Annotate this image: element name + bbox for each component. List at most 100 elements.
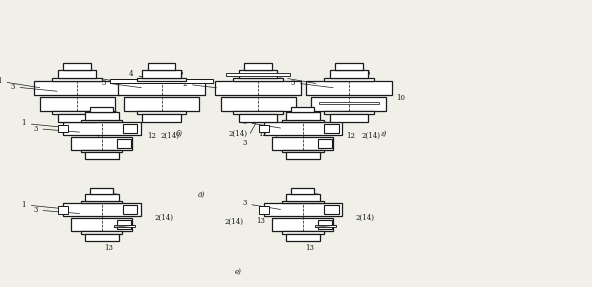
Text: 3: 3 xyxy=(243,122,257,147)
Text: 2(14): 2(14) xyxy=(362,132,381,140)
Bar xyxy=(81,150,123,152)
Bar xyxy=(330,70,368,78)
Bar xyxy=(335,63,363,70)
Text: 5: 5 xyxy=(305,106,310,115)
Text: 4: 4 xyxy=(129,70,159,81)
Bar xyxy=(117,139,131,148)
Bar xyxy=(311,97,387,111)
Bar xyxy=(58,70,96,78)
Bar xyxy=(259,125,269,132)
Text: 10: 10 xyxy=(396,94,406,102)
Text: 6: 6 xyxy=(178,69,182,77)
Bar xyxy=(148,63,175,70)
Bar xyxy=(52,111,102,114)
Text: 5: 5 xyxy=(359,65,363,73)
Bar xyxy=(286,113,320,119)
Text: 12: 12 xyxy=(147,132,156,140)
Text: 1: 1 xyxy=(21,201,60,209)
Bar xyxy=(124,97,199,111)
Bar xyxy=(81,119,123,122)
Text: 13: 13 xyxy=(305,245,314,253)
Bar xyxy=(34,81,120,95)
Text: 5: 5 xyxy=(171,65,176,73)
Bar xyxy=(239,114,277,122)
Bar xyxy=(318,139,332,148)
Text: 2(14): 2(14) xyxy=(229,130,247,138)
Bar xyxy=(81,201,123,203)
Text: 2(14): 2(14) xyxy=(155,214,173,222)
Bar xyxy=(221,97,295,111)
Bar xyxy=(324,205,339,214)
Bar xyxy=(291,188,314,194)
Text: 2(14): 2(14) xyxy=(225,218,244,226)
Text: 5: 5 xyxy=(104,188,109,196)
Text: 3: 3 xyxy=(242,118,281,128)
Bar xyxy=(123,205,137,214)
Bar xyxy=(142,114,181,122)
Text: 2: 2 xyxy=(182,80,217,88)
Bar xyxy=(324,124,339,133)
Text: 5: 5 xyxy=(305,188,310,196)
Text: 2(14): 2(14) xyxy=(160,132,179,140)
Bar xyxy=(58,114,96,122)
Text: 11: 11 xyxy=(150,114,159,122)
Text: 3: 3 xyxy=(242,199,281,210)
Text: б): б) xyxy=(176,129,183,137)
Bar xyxy=(71,137,133,150)
Text: 3: 3 xyxy=(101,79,141,88)
Text: 2: 2 xyxy=(91,73,128,84)
Bar xyxy=(85,194,118,201)
Text: е): е) xyxy=(235,268,242,276)
Text: 6: 6 xyxy=(313,110,318,118)
Text: 9: 9 xyxy=(272,70,276,78)
Bar xyxy=(57,206,68,214)
Bar xyxy=(318,220,332,229)
Text: 2: 2 xyxy=(278,73,316,84)
Bar xyxy=(85,234,118,241)
Bar xyxy=(319,102,379,104)
Text: 2(14): 2(14) xyxy=(356,214,375,222)
Text: 3: 3 xyxy=(10,83,57,91)
Bar xyxy=(90,188,114,194)
Bar xyxy=(264,122,342,135)
Bar xyxy=(291,107,314,113)
Bar xyxy=(282,119,324,122)
Bar xyxy=(324,78,374,81)
Text: 11: 11 xyxy=(338,114,347,122)
Text: 1: 1 xyxy=(0,77,40,88)
Text: 6: 6 xyxy=(365,69,370,77)
Text: 6: 6 xyxy=(112,192,117,200)
Bar xyxy=(233,111,283,114)
Bar xyxy=(305,81,392,95)
Bar xyxy=(259,206,269,214)
Bar xyxy=(282,231,324,234)
Bar xyxy=(272,218,333,231)
Bar xyxy=(52,78,102,81)
Text: 3: 3 xyxy=(33,125,79,133)
Text: 7: 7 xyxy=(250,63,255,71)
Text: 11: 11 xyxy=(247,114,256,122)
Bar xyxy=(110,79,213,83)
Text: 6: 6 xyxy=(313,192,318,200)
Bar xyxy=(137,78,186,81)
Bar xyxy=(286,194,320,201)
Bar xyxy=(118,81,205,95)
Text: д): д) xyxy=(198,191,205,199)
Bar xyxy=(142,70,181,78)
Bar xyxy=(57,125,68,132)
Text: 3: 3 xyxy=(291,79,333,88)
Bar xyxy=(272,137,333,150)
Bar xyxy=(282,150,324,152)
Bar xyxy=(63,122,141,135)
Bar xyxy=(63,203,141,216)
Text: 8: 8 xyxy=(261,67,265,75)
Bar xyxy=(316,225,336,227)
Text: а): а) xyxy=(94,129,101,137)
Text: 6: 6 xyxy=(112,110,117,118)
Bar xyxy=(239,70,277,78)
Bar xyxy=(71,218,133,231)
Bar xyxy=(324,111,374,114)
Text: 13: 13 xyxy=(256,218,265,226)
Bar xyxy=(117,220,131,229)
Bar xyxy=(264,203,342,216)
